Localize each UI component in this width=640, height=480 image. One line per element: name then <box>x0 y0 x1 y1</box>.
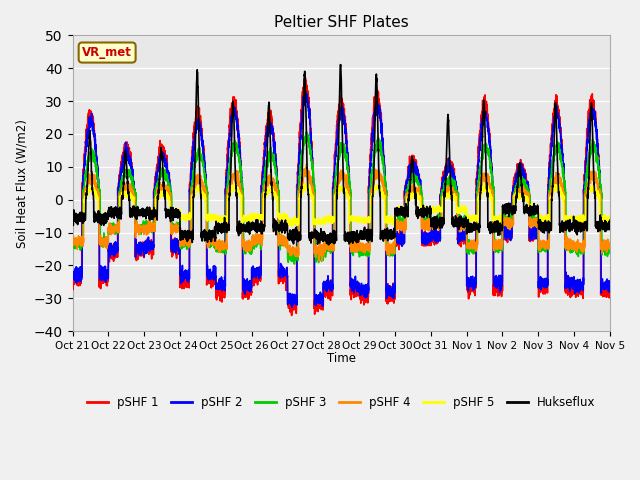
Hukseflux <box>606 217 614 223</box>
pSHF 2 <box>68 273 76 278</box>
Line: pSHF 2: pSHF 2 <box>72 91 610 307</box>
pSHF 3 <box>165 187 173 193</box>
pSHF 1 <box>301 75 309 81</box>
pSHF 2 <box>492 280 500 286</box>
Line: Hukseflux: Hukseflux <box>72 65 610 245</box>
Hukseflux <box>321 233 329 239</box>
X-axis label: Time: Time <box>327 352 356 365</box>
Hukseflux <box>492 226 500 231</box>
pSHF 3 <box>605 245 613 251</box>
pSHF 2 <box>288 304 296 310</box>
Line: pSHF 4: pSHF 4 <box>72 164 610 261</box>
Legend: pSHF 1, pSHF 2, pSHF 3, pSHF 4, pSHF 5, Hukseflux: pSHF 1, pSHF 2, pSHF 3, pSHF 4, pSHF 5, … <box>82 392 600 414</box>
Hukseflux <box>68 213 76 219</box>
pSHF 5 <box>289 224 296 229</box>
pSHF 5 <box>231 180 239 185</box>
pSHF 5 <box>68 217 76 223</box>
Y-axis label: Soil Heat Flux (W/m2): Soil Heat Flux (W/m2) <box>15 119 28 248</box>
pSHF 5 <box>432 209 440 215</box>
pSHF 4 <box>606 246 614 252</box>
pSHF 3 <box>462 222 470 228</box>
Line: pSHF 1: pSHF 1 <box>72 78 610 315</box>
pSHF 5 <box>321 221 329 227</box>
pSHF 4 <box>68 240 76 246</box>
pSHF 5 <box>492 216 500 221</box>
pSHF 1 <box>288 312 296 318</box>
pSHF 5 <box>606 216 614 222</box>
Line: pSHF 3: pSHF 3 <box>72 132 610 264</box>
pSHF 1 <box>321 290 329 296</box>
pSHF 4 <box>605 242 613 248</box>
pSHF 1 <box>462 233 470 239</box>
pSHF 3 <box>432 220 440 226</box>
pSHF 4 <box>165 194 173 200</box>
Hukseflux <box>165 214 173 220</box>
Hukseflux <box>605 220 613 226</box>
Hukseflux <box>324 242 332 248</box>
pSHF 3 <box>321 246 329 252</box>
Hukseflux <box>432 221 440 227</box>
pSHF 2 <box>165 182 173 188</box>
Text: VR_met: VR_met <box>82 46 132 59</box>
pSHF 2 <box>432 226 440 231</box>
pSHF 1 <box>68 269 76 275</box>
pSHF 3 <box>68 241 76 247</box>
pSHF 3 <box>606 250 614 256</box>
pSHF 3 <box>303 129 310 135</box>
pSHF 1 <box>492 283 500 288</box>
pSHF 4 <box>492 241 500 247</box>
pSHF 5 <box>165 195 173 201</box>
pSHF 3 <box>492 247 500 253</box>
pSHF 4 <box>315 258 323 264</box>
pSHF 5 <box>605 216 613 222</box>
pSHF 1 <box>606 294 614 300</box>
pSHF 2 <box>606 285 614 290</box>
pSHF 1 <box>165 176 173 182</box>
Title: Peltier SHF Plates: Peltier SHF Plates <box>274 15 408 30</box>
pSHF 4 <box>462 218 470 224</box>
pSHF 1 <box>605 292 613 298</box>
pSHF 4 <box>303 161 310 167</box>
Hukseflux <box>337 62 344 68</box>
pSHF 2 <box>321 285 329 290</box>
Line: pSHF 5: pSHF 5 <box>72 182 610 227</box>
pSHF 4 <box>321 245 329 251</box>
pSHF 2 <box>605 280 613 286</box>
pSHF 3 <box>291 261 298 267</box>
pSHF 5 <box>462 207 470 213</box>
pSHF 1 <box>432 228 440 234</box>
pSHF 4 <box>432 220 440 226</box>
pSHF 2 <box>301 88 308 94</box>
pSHF 2 <box>462 230 470 236</box>
Hukseflux <box>462 223 470 228</box>
